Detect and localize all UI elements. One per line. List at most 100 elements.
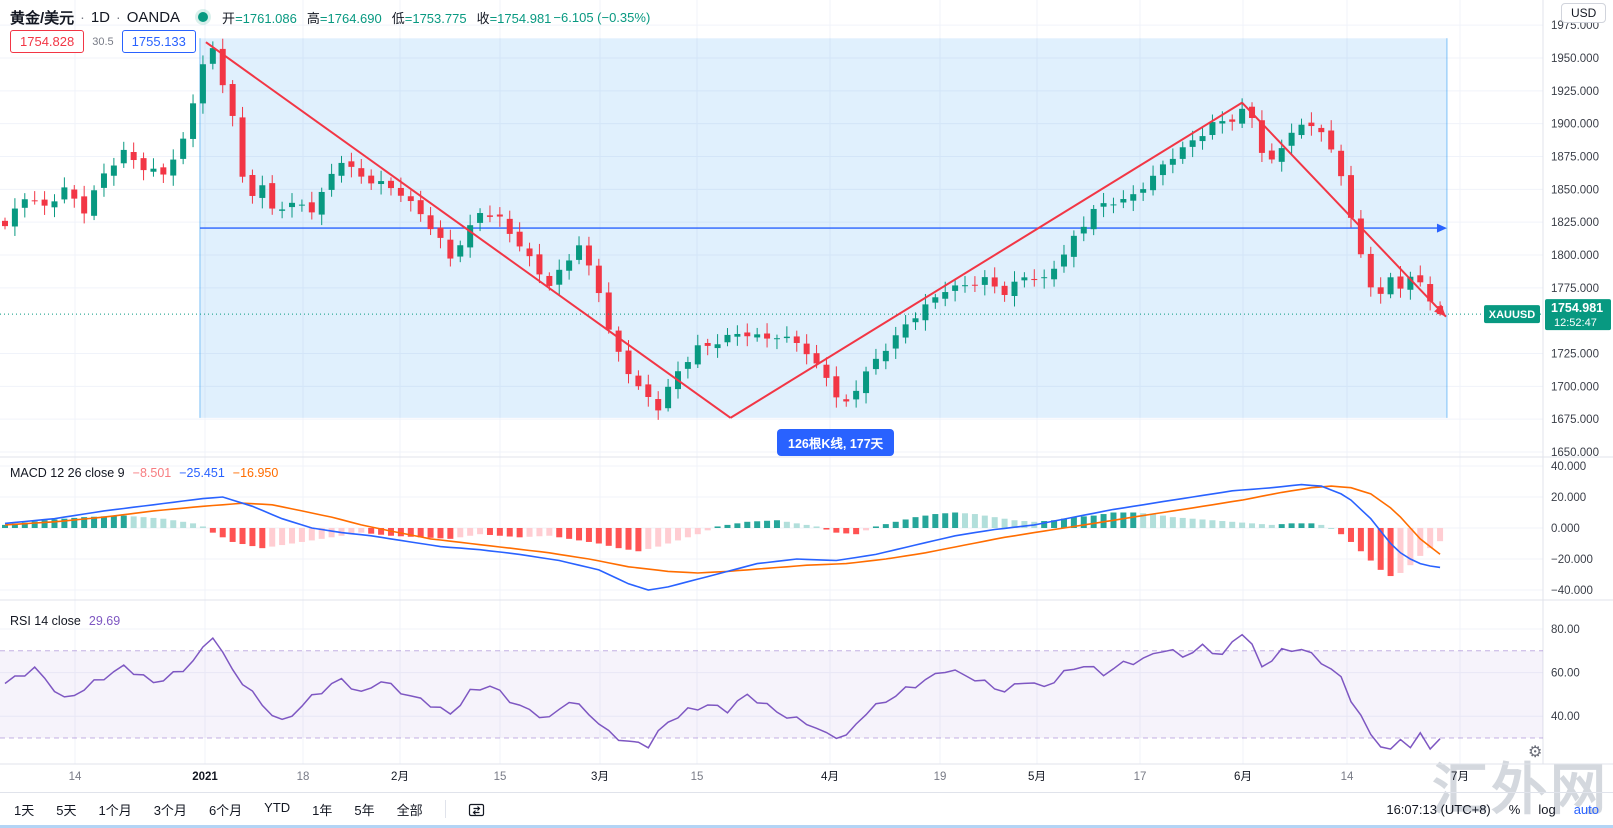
- svg-text:1700.000: 1700.000: [1551, 381, 1599, 393]
- svg-text:1900.000: 1900.000: [1551, 119, 1599, 131]
- measure-region[interactable]: [199, 38, 1448, 418]
- macd-value: −8.501: [132, 466, 172, 480]
- ohlc-item: 开=1761.086: [222, 10, 297, 26]
- site-watermark: 汇外网: [1432, 758, 1609, 821]
- svg-text:12:52:47: 12:52:47: [1554, 317, 1597, 329]
- range-button-1个月[interactable]: 1个月: [98, 802, 132, 818]
- buy-price-button[interactable]: 1755.133: [121, 30, 196, 53]
- svg-text:14: 14: [1341, 771, 1354, 783]
- rsi-line: [4, 633, 1441, 751]
- range-buttons: 1天 5天 1个月 3个月 6个月 YTD 1年 5年 全部: [14, 800, 485, 819]
- gridlines: [0, 0, 1613, 765]
- svg-text:−40.000: −40.000: [1551, 585, 1593, 597]
- svg-text:1675.000: 1675.000: [1551, 414, 1599, 426]
- macd-values: −8.501 −25.451 −16.950: [133, 466, 287, 480]
- range-button-5天[interactable]: 5天: [56, 802, 77, 818]
- bottom-toolbar: 1天 5天 1个月 3个月 6个月 YTD 1年 5年 全部 16:07:13 (UTC+8) …: [0, 792, 1613, 825]
- macd-value: −25.451: [179, 466, 225, 480]
- ohlc-values: 开=1761.086 高=1764.690 低=1753.775 收=1754.981: [222, 8, 551, 27]
- range-button-3个月[interactable]: 3个月: [153, 802, 187, 818]
- svg-text:19: 19: [934, 771, 947, 783]
- price-axis[interactable]: 1975.000 1950.000 1925.000 1900.000 1875.000…: [1551, 20, 1599, 723]
- toolbar-right: 16:07:13 (UTC+8) % log auto: [1386, 802, 1599, 817]
- svg-text:1950.000: 1950.000: [1551, 53, 1599, 65]
- range-button-YTD[interactable]: YTD: [264, 799, 291, 815]
- header-separator: ·: [80, 9, 85, 25]
- toolbar-divider: [444, 800, 446, 818]
- symbol-name[interactable]: 黄金/美元: [10, 9, 75, 27]
- svg-text:1754.981: 1754.981: [1551, 301, 1603, 315]
- candlestick-series: [2, 38, 1444, 420]
- macd-histogram: [2, 512, 1444, 577]
- svg-text:6月: 6月: [1234, 771, 1252, 783]
- svg-text:0.000: 0.000: [1551, 523, 1580, 535]
- sell-price-button[interactable]: 1754.828: [10, 30, 85, 53]
- rsi-value: 29.69: [88, 614, 121, 628]
- range-button-全部[interactable]: 全部: [396, 802, 423, 818]
- svg-text:3月: 3月: [591, 771, 609, 783]
- svg-text:5月: 5月: [1028, 771, 1046, 783]
- range-button-6个月[interactable]: 6个月: [208, 802, 243, 818]
- svg-text:60.00: 60.00: [1551, 668, 1580, 680]
- exchange-label[interactable]: OANDA: [126, 8, 181, 26]
- svg-text:20.000: 20.000: [1551, 492, 1586, 504]
- percent-scale-button[interactable]: %: [1508, 801, 1521, 817]
- header-separator: ·: [116, 9, 121, 25]
- svg-text:1800.000: 1800.000: [1551, 250, 1599, 262]
- svg-text:1825.000: 1825.000: [1551, 217, 1599, 229]
- ohlc-item: 收=1754.981: [476, 10, 552, 26]
- svg-text:1650.000: 1650.000: [1551, 447, 1599, 459]
- range-button-1天[interactable]: 1天: [14, 802, 35, 818]
- svg-text:1875.000: 1875.000: [1551, 151, 1599, 163]
- svg-text:80.00: 80.00: [1551, 624, 1580, 636]
- rsi-title-text[interactable]: RSI 14 close: [10, 614, 81, 628]
- range-button-1年[interactable]: 1年: [312, 802, 333, 818]
- chart-canvas[interactable]: 1975.000 1950.000 1925.000 1900.000 1875.000…: [0, 0, 1613, 790]
- range-button-5年[interactable]: 5年: [354, 802, 375, 818]
- time-axis[interactable]: 14 2021 18 2月 15 3月 15 4月 19 5月 17 6月 14 7月: [69, 771, 1469, 783]
- svg-text:17: 17: [1134, 771, 1147, 783]
- svg-text:14: 14: [69, 771, 82, 783]
- quote-row: 1754.828 30.5 1755.133: [10, 30, 196, 53]
- svg-text:2021: 2021: [192, 771, 218, 783]
- svg-text:15: 15: [494, 771, 507, 783]
- svg-text:−20.000: −20.000: [1551, 554, 1593, 566]
- svg-text:15: 15: [691, 771, 704, 783]
- svg-text:XAUUSD: XAUUSD: [1489, 309, 1536, 321]
- change-value: −6.105 (−0.35%): [553, 9, 651, 25]
- spread-value: 30.5: [92, 35, 114, 48]
- svg-text:40.00: 40.00: [1551, 711, 1580, 723]
- go-to-date-icon[interactable]: [468, 801, 485, 818]
- svg-text:4月: 4月: [821, 771, 839, 783]
- svg-text:1775.000: 1775.000: [1551, 283, 1599, 295]
- svg-text:1850.000: 1850.000: [1551, 184, 1599, 196]
- trendlines[interactable]: [205, 41, 1447, 419]
- svg-text:1975.000: 1975.000: [1551, 20, 1599, 32]
- bottom-loading-strip: [0, 825, 1613, 828]
- ohlc-item: 高=1764.690: [306, 10, 382, 26]
- symbol-header: 黄金/美元 · 1D · OANDA 开=1761.086 高=1764.690 低…: [10, 6, 650, 28]
- macd-title-text[interactable]: MACD 12 26 close 9: [10, 466, 125, 480]
- log-scale-button[interactable]: log: [1538, 801, 1556, 817]
- svg-text:18: 18: [297, 771, 310, 783]
- symbol-price-tag: XAUUSD 1754.981 12:52:47: [1484, 299, 1611, 331]
- svg-text:1725.000: 1725.000: [1551, 348, 1599, 360]
- gear-icon[interactable]: ⚙: [1528, 744, 1543, 761]
- macd-pane-title: MACD 12 26 close 9 −8.501 −25.451 −16.950: [10, 466, 286, 480]
- svg-text:1925.000: 1925.000: [1551, 86, 1599, 98]
- currency-button[interactable]: USD: [1561, 3, 1607, 23]
- svg-text:2月: 2月: [391, 771, 409, 783]
- measure-label[interactable]: 126根K线, 177天: [777, 429, 895, 456]
- macd-line: [4, 483, 1441, 591]
- interval-label[interactable]: 1D: [90, 8, 111, 26]
- rsi-band: [0, 650, 1543, 739]
- auto-scale-button[interactable]: auto: [1573, 801, 1599, 817]
- svg-text:40.000: 40.000: [1551, 461, 1586, 473]
- rsi-pane-title: RSI 14 close 29.69: [10, 614, 120, 628]
- market-status-icon: [198, 12, 209, 22]
- svg-text:7月: 7月: [1451, 771, 1469, 783]
- macd-value: −16.950: [232, 466, 279, 480]
- clock: 16:07:13 (UTC+8): [1386, 801, 1491, 817]
- ohlc-item: 低=1753.775: [391, 10, 467, 26]
